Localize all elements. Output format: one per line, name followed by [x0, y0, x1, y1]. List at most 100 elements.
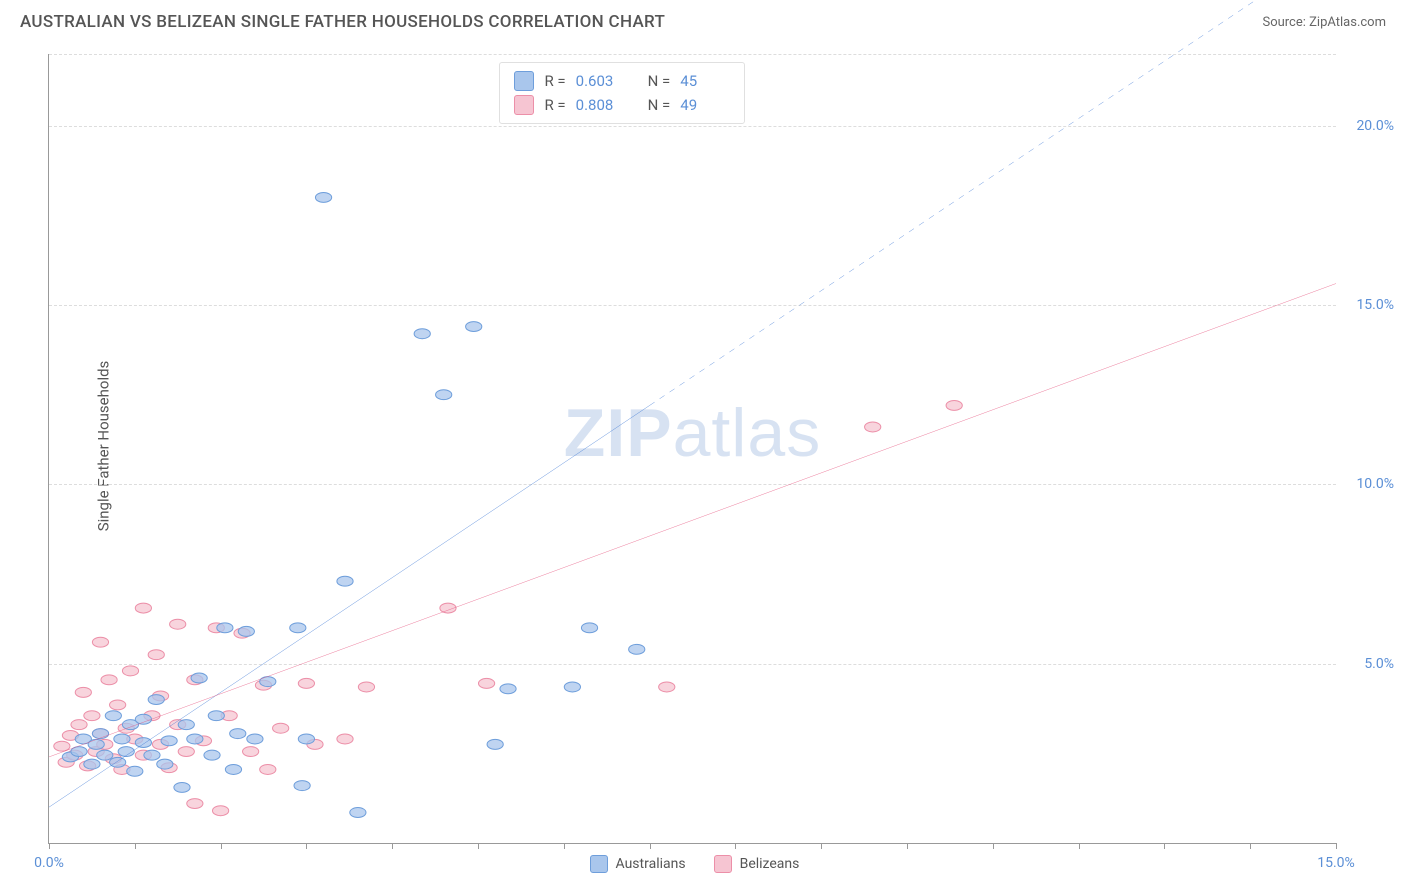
data-point: [212, 806, 228, 816]
data-point: [135, 603, 151, 613]
data-point: [148, 650, 164, 660]
data-point: [414, 329, 430, 339]
x-tick: [1164, 843, 1165, 849]
data-point: [84, 759, 100, 769]
data-point: [478, 678, 494, 688]
chart-source: Source: ZipAtlas.com: [1262, 15, 1386, 30]
data-point: [946, 400, 962, 410]
data-point: [298, 678, 314, 688]
data-point: [75, 687, 91, 697]
data-point: [191, 673, 207, 683]
legend-item: Australians: [590, 855, 686, 873]
x-tick: [135, 843, 136, 849]
x-tick: [650, 843, 651, 849]
data-point: [436, 390, 452, 400]
data-point: [294, 781, 310, 791]
data-point: [337, 734, 353, 744]
data-point: [92, 637, 108, 647]
r-value: 0.808: [576, 96, 626, 114]
data-point: [161, 736, 177, 746]
correlation-legend: R =0.603N =45R =0.808N =49: [499, 62, 745, 124]
data-point: [230, 729, 246, 739]
x-tick: [306, 843, 307, 849]
data-point: [187, 799, 203, 809]
data-point: [290, 623, 306, 633]
data-point: [157, 759, 173, 769]
data-point: [298, 734, 314, 744]
r-label: R =: [544, 72, 565, 90]
y-tick-label: 10.0%: [1356, 476, 1394, 492]
data-point: [225, 765, 241, 775]
data-point: [92, 729, 108, 739]
data-point: [97, 750, 113, 760]
data-point: [54, 741, 70, 751]
x-tick: [735, 843, 736, 849]
data-point: [148, 695, 164, 705]
data-point: [500, 684, 516, 694]
x-tick: [478, 843, 479, 849]
y-tick-label: 20.0%: [1356, 118, 1394, 134]
x-tick: [1250, 843, 1251, 849]
data-point: [217, 623, 233, 633]
data-point: [629, 644, 645, 654]
data-point: [487, 739, 503, 749]
chart-title: AUSTRALIAN VS BELIZEAN SINGLE FATHER HOU…: [20, 12, 665, 32]
data-point: [84, 711, 100, 721]
data-point: [208, 711, 224, 721]
series-legend: Australians Belizeans: [590, 855, 800, 873]
data-point: [127, 766, 143, 776]
data-point: [260, 765, 276, 775]
x-tick: [392, 843, 393, 849]
trend-line: [49, 284, 1336, 757]
data-point: [135, 714, 151, 724]
data-point: [110, 757, 126, 767]
data-point: [350, 808, 366, 818]
data-point: [204, 750, 220, 760]
legend-swatch: [514, 71, 534, 91]
x-tick: [1336, 843, 1337, 849]
data-point: [110, 700, 126, 710]
data-point: [865, 422, 881, 432]
data-point: [105, 711, 121, 721]
n-value: 49: [680, 96, 730, 114]
x-tick: [1079, 843, 1080, 849]
legend-label: Australians: [616, 856, 686, 872]
x-tick: [564, 843, 565, 849]
r-value: 0.603: [576, 72, 626, 90]
legend-swatch: [514, 95, 534, 115]
x-tick: [907, 843, 908, 849]
y-tick-label: 15.0%: [1356, 297, 1394, 313]
data-point: [178, 747, 194, 757]
trend-line: [650, 0, 1336, 405]
data-point: [466, 322, 482, 332]
data-point: [273, 723, 289, 733]
n-value: 45: [680, 72, 730, 90]
data-point: [88, 739, 104, 749]
data-point: [337, 576, 353, 586]
legend-row: R =0.808N =49: [514, 93, 730, 117]
data-point: [260, 677, 276, 687]
data-point: [247, 734, 263, 744]
data-point: [238, 626, 254, 636]
data-point: [178, 720, 194, 730]
x-tick-label: 0.0%: [34, 855, 64, 871]
data-point: [187, 734, 203, 744]
legend-item: Belizeans: [714, 855, 800, 873]
data-point: [114, 734, 130, 744]
data-point: [71, 720, 87, 730]
data-point: [564, 682, 580, 692]
legend-swatch: [714, 855, 732, 873]
legend-label: Belizeans: [740, 856, 800, 872]
scatter-plot-svg: [49, 54, 1336, 843]
legend-row: R =0.603N =45: [514, 69, 730, 93]
x-tick: [221, 843, 222, 849]
data-point: [144, 750, 160, 760]
data-point: [358, 682, 374, 692]
data-point: [101, 675, 117, 685]
x-tick-label: 15.0%: [1317, 855, 1355, 871]
data-point: [135, 738, 151, 748]
chart-plot-area: 5.0%10.0%15.0%20.0% 0.0%15.0% ZIPatlas R…: [48, 54, 1336, 844]
data-point: [581, 623, 597, 633]
data-point: [122, 666, 138, 676]
data-point: [243, 747, 259, 757]
